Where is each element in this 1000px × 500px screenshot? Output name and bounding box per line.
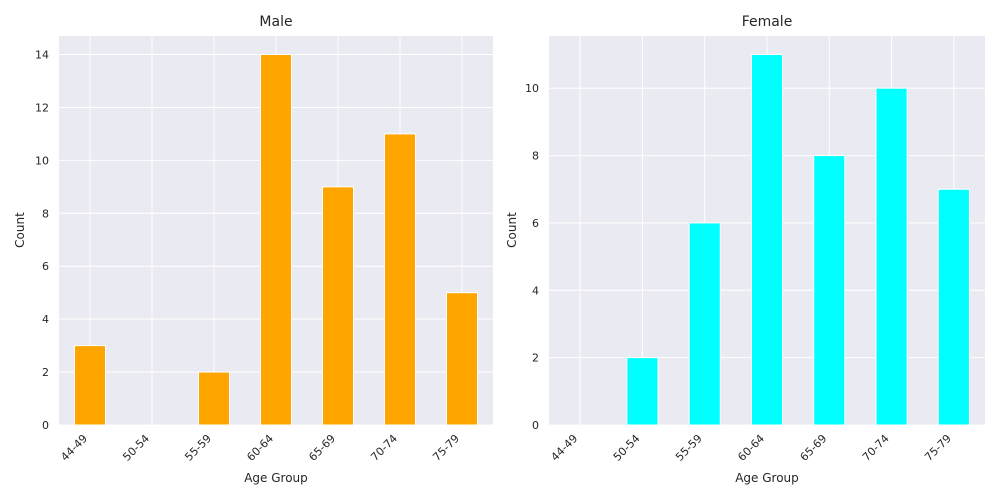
female-y-tick-label: 8: [532, 150, 539, 163]
male-bar-70-74: [384, 133, 416, 426]
male-x-tick-label: 50-54: [120, 432, 152, 464]
male-bar-65-69: [322, 186, 354, 426]
male-chart-title: Male: [259, 14, 292, 30]
female-bar-65-69: [813, 155, 846, 426]
male-chart-panel: 44-49 50-54 55-59 60-64 65-69 70-74 75-79 0 2 4 6…: [13, 14, 493, 485]
male-y-tick-label: 4: [42, 313, 49, 326]
female-x-tick-label: 70-74: [860, 432, 892, 464]
female-chart-title: Female: [742, 14, 793, 30]
female-x-axis-label: Age Group: [735, 471, 799, 485]
male-y-tick-label: 10: [35, 154, 49, 167]
female-y-tick-label: 10: [525, 82, 539, 95]
female-bar-75-79: [937, 188, 970, 426]
male-bar-44-49: [74, 345, 106, 426]
male-y-tick-label: 6: [42, 260, 49, 273]
female-x-tick-labels: 44-49 50-54 55-59 60-64 65-69 70-74 75-79: [548, 432, 954, 464]
female-bar-55-59: [688, 222, 721, 426]
male-x-tick-label: 44-49: [58, 432, 90, 464]
male-y-tick-label: 12: [35, 101, 49, 114]
male-y-tick-label: 0: [42, 419, 49, 432]
female-x-tick-label: 60-64: [735, 432, 767, 464]
male-y-tick-label: 14: [35, 49, 49, 62]
male-bar-75-79: [446, 292, 478, 426]
male-bar-55-59: [198, 371, 230, 426]
male-x-axis-label: Age Group: [244, 471, 308, 485]
female-y-axis-label: Count: [505, 212, 519, 248]
female-x-tick-label: 44-49: [548, 432, 580, 464]
female-bar-70-74: [875, 87, 908, 426]
female-y-tick-labels: 0 2 4 6 8 10: [525, 82, 539, 432]
female-y-tick-label: 4: [532, 284, 539, 297]
male-bar-60-64: [260, 54, 292, 426]
female-x-tick-label: 65-69: [798, 432, 830, 464]
female-bar-50-54: [626, 357, 659, 426]
female-x-tick-label: 55-59: [673, 432, 705, 464]
male-x-tick-label: 55-59: [182, 432, 214, 464]
male-y-tick-label: 8: [42, 207, 49, 220]
female-x-tick-label: 50-54: [611, 432, 643, 464]
male-y-tick-label: 2: [42, 366, 49, 379]
male-x-tick-label: 65-69: [306, 432, 338, 464]
male-bars: [74, 54, 478, 426]
female-y-tick-label: 2: [532, 352, 539, 365]
male-x-tick-label: 70-74: [368, 432, 400, 464]
female-bar-60-64: [750, 54, 784, 426]
male-y-axis-label: Count: [13, 212, 27, 248]
male-y-tick-labels: 0 2 4 6 8 10 12 14: [35, 49, 49, 432]
male-x-tick-label: 60-64: [244, 432, 276, 464]
female-x-tick-label: 75-79: [922, 432, 954, 464]
male-x-tick-labels: 44-49 50-54 55-59 60-64 65-69 70-74 75-79: [58, 432, 462, 464]
female-y-tick-label: 0: [532, 419, 539, 432]
female-chart-panel: 44-49 50-54 55-59 60-64 65-69 70-74 75-79 0 2 4 6…: [505, 14, 985, 485]
female-bars: [626, 54, 970, 426]
female-y-tick-label: 6: [532, 217, 539, 230]
male-x-tick-label: 75-79: [430, 432, 462, 464]
